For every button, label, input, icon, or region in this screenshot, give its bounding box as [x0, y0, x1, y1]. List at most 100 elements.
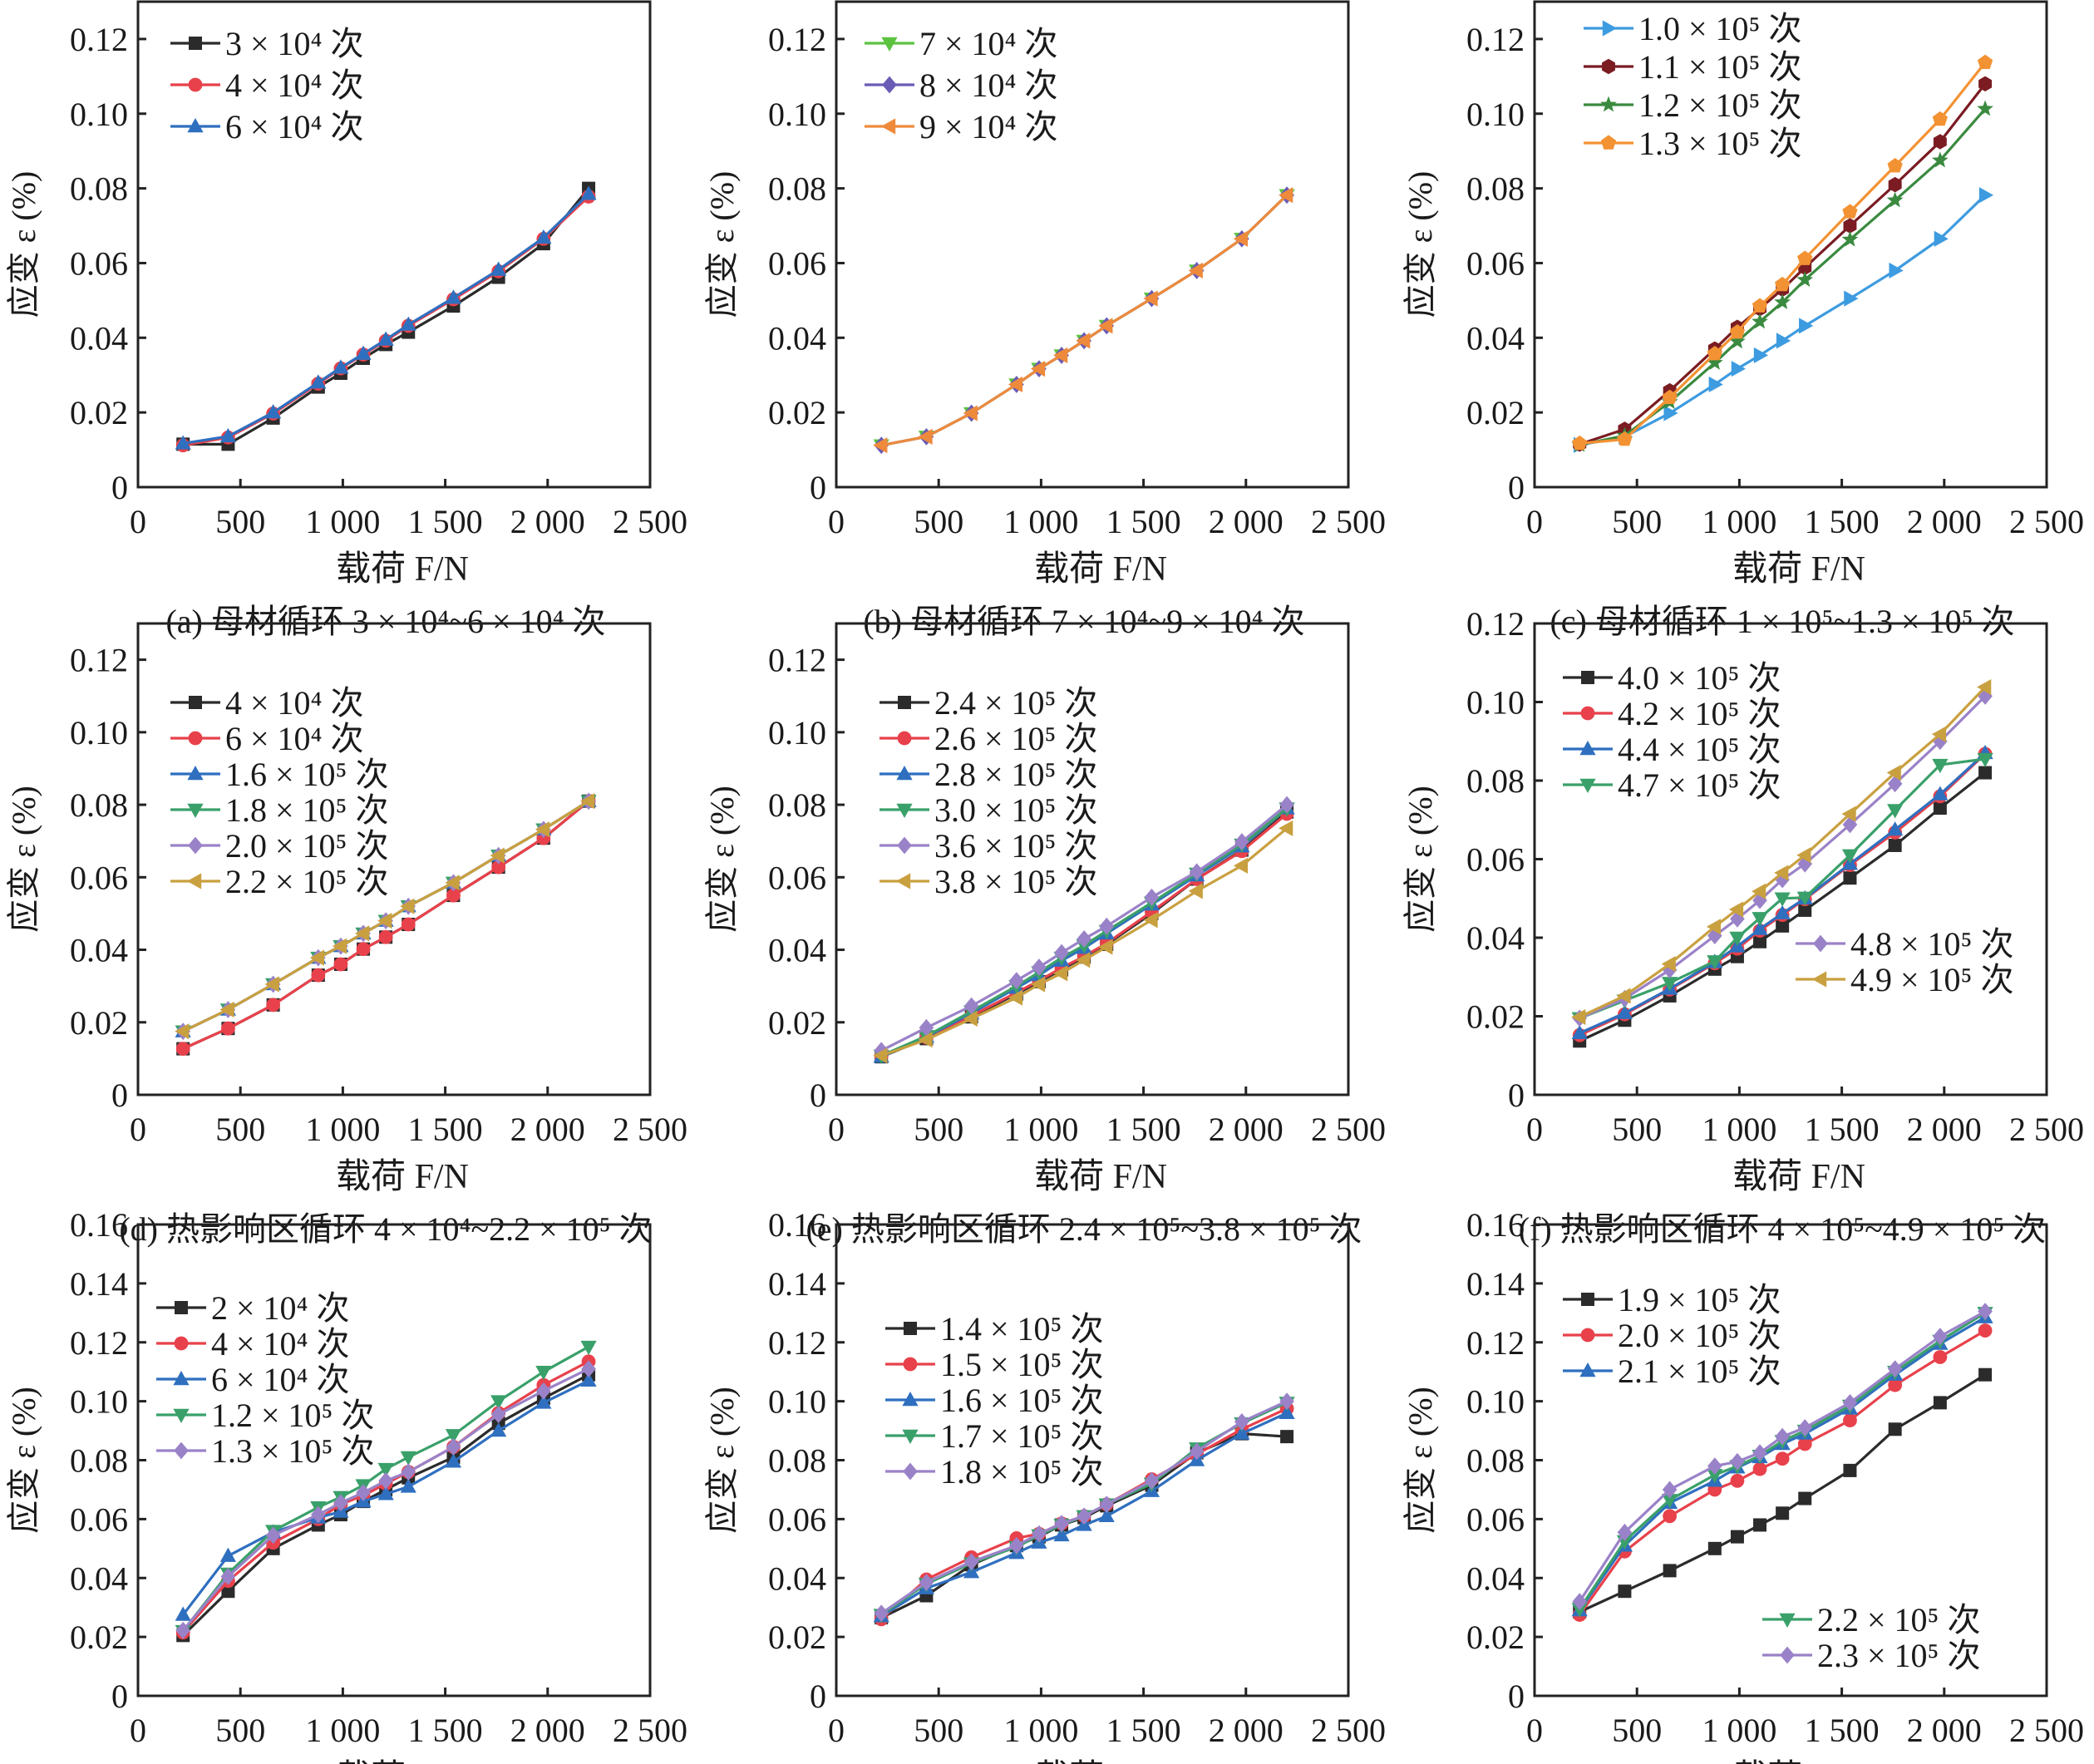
legend-item: 4 × 10⁴ 次	[170, 684, 364, 722]
data-point	[874, 1042, 889, 1060]
data-point	[1662, 1494, 1678, 1509]
data-point	[1008, 989, 1023, 1006]
data-point	[1796, 271, 1814, 288]
series-3	[873, 187, 1293, 454]
legend-marker	[1600, 96, 1617, 112]
y-tick-label: 0.12	[70, 642, 128, 679]
x-tick-label: 2 000	[510, 1111, 585, 1148]
data-point	[1796, 891, 1813, 906]
data-point	[219, 1001, 234, 1018]
y-tick-label: 0.02	[70, 394, 128, 431]
x-tick-label: 2 500	[2009, 1111, 2084, 1148]
data-point	[1797, 1436, 1812, 1451]
series-6	[175, 793, 595, 1040]
y-tick-label: 0.04	[768, 319, 826, 357]
x-tick-label: 1 000	[1003, 1712, 1078, 1749]
data-point	[1752, 1461, 1767, 1476]
x-tick-label: 2 500	[1311, 1712, 1386, 1749]
legend-item: 3.0 × 10⁵ 次	[879, 791, 1098, 829]
panel-caption: (f) 热影响区循环 4 × 10⁵~4.9 × 10⁵ 次	[1519, 1210, 2047, 1248]
legend-label: 6 × 10⁴ 次	[225, 108, 364, 145]
data-point	[175, 1621, 191, 1639]
legend-marker	[175, 1301, 188, 1314]
series-1	[873, 189, 1295, 454]
series-line	[1579, 194, 1987, 446]
series-2	[874, 186, 1294, 455]
data-point	[1887, 158, 1903, 173]
y-axis-title: 应变 ε (%)	[5, 786, 42, 933]
data-point	[1931, 726, 1947, 742]
data-point	[873, 437, 888, 454]
x-tick-label: 2 000	[510, 503, 585, 540]
data-point	[1841, 806, 1856, 822]
y-tick-label: 0.14	[70, 1265, 128, 1303]
y-tick-label: 0	[111, 1678, 128, 1715]
x-tick-label: 2 000	[1209, 503, 1283, 540]
y-tick-label: 0.08	[70, 786, 128, 824]
series-3	[175, 185, 597, 450]
data-point	[1053, 1526, 1070, 1542]
x-tick-label: 500	[1612, 1111, 1662, 1148]
data-point	[175, 1023, 190, 1040]
data-point	[175, 1042, 190, 1057]
legend-label: 1.9 × 10⁵ 次	[1618, 1281, 1781, 1318]
x-tick-label: 2 500	[613, 503, 687, 540]
data-point	[1888, 176, 1902, 193]
data-point	[1843, 1463, 1857, 1477]
y-axis-title: 应变 ε (%)	[703, 171, 741, 318]
data-point	[1707, 955, 1723, 970]
x-tick-label: 500	[215, 503, 265, 540]
x-tick-label: 0	[1526, 1111, 1543, 1148]
data-point	[1707, 346, 1722, 361]
data-point	[1708, 376, 1723, 393]
legend-item: 9 × 10⁴ 次	[865, 108, 1058, 145]
chart-panel-e: 0 0.02 0.04 0.06 0.08 0.10 0.12 0 500 1 000 1 500 2…	[703, 622, 1386, 1248]
legend-label: 6 × 10⁴ 次	[225, 720, 364, 757]
series-5	[874, 1392, 1294, 1623]
y-tick-label: 0.10	[1466, 96, 1525, 133]
data-point	[535, 821, 550, 838]
series-1	[176, 181, 596, 451]
y-tick-label: 0.06	[70, 244, 128, 282]
series-line	[880, 194, 1288, 447]
legend-marker	[187, 766, 204, 781]
x-tick-label: 1 500	[1805, 503, 1880, 540]
data-point	[1663, 405, 1678, 421]
panel-caption: (b) 母材循环 7 × 10⁴~9 × 10⁴ 次	[863, 603, 1304, 640]
x-tick-label: 2 000	[1209, 1111, 1283, 1148]
data-point	[377, 331, 394, 346]
data-point	[1663, 1509, 1678, 1524]
data-point	[1077, 1507, 1091, 1525]
y-tick-label: 0.02	[768, 1619, 826, 1656]
legend-label: 2.0 × 10⁵ 次	[225, 827, 389, 865]
legend-marker	[902, 1429, 919, 1444]
data-point	[1707, 1469, 1723, 1484]
legend-marker	[1579, 741, 1596, 756]
data-point	[1798, 1491, 1812, 1505]
legend-item: 1.2 × 10⁵ 次	[156, 1397, 375, 1434]
data-point	[1977, 752, 1993, 768]
data-point	[1279, 1404, 1295, 1419]
legend-label: 1.0 × 10⁵ 次	[1638, 10, 1802, 47]
data-point	[333, 957, 348, 972]
legend-item: 4.2 × 10⁵ 次	[1563, 695, 1781, 732]
data-point	[1797, 1419, 1813, 1436]
y-tick-label: 0.04	[1466, 1560, 1525, 1597]
data-point	[445, 1453, 462, 1468]
data-point	[1098, 939, 1113, 955]
data-point	[1279, 187, 1293, 204]
legend-label: 1.1 × 10⁵ 次	[1638, 48, 1802, 86]
legend-marker	[1580, 706, 1595, 721]
data-point	[1933, 134, 1947, 150]
legend-marker	[173, 1371, 190, 1386]
data-point	[1932, 786, 1949, 801]
legend-item: 1.4 × 10⁵ 次	[885, 1310, 1104, 1348]
data-point	[309, 949, 325, 966]
series-line	[182, 195, 590, 447]
data-point	[1571, 1008, 1586, 1026]
data-point	[1887, 804, 1904, 819]
y-tick-label: 0.08	[768, 1442, 826, 1480]
x-axis-title: 载荷 F/N	[1034, 1158, 1167, 1196]
series-5	[175, 1360, 596, 1639]
legend-marker	[1579, 778, 1596, 793]
